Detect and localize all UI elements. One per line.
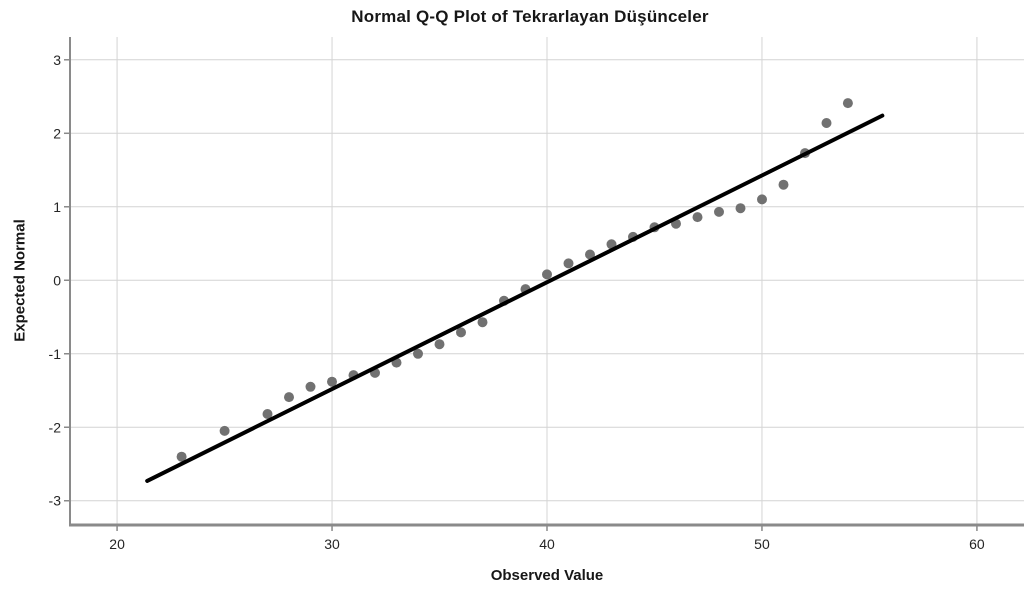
data-point	[714, 206, 724, 217]
y-tick-label: -1	[49, 346, 62, 362]
y-tick-label: 2	[53, 125, 61, 141]
data-point	[305, 381, 316, 392]
data-point	[778, 179, 789, 190]
data-point	[262, 409, 273, 419]
y-axis-label: Expected Normal	[11, 219, 29, 342]
y-tick-label: -3	[49, 493, 62, 509]
x-axis-label: Observed Value	[490, 567, 604, 584]
x-tick-label: 30	[324, 536, 340, 552]
y-tick-label: 0	[53, 272, 61, 288]
y-tick-label: 1	[53, 199, 61, 215]
y-tick-label: 3	[53, 52, 61, 68]
data-point	[842, 98, 853, 109]
data-point	[585, 249, 595, 260]
data-point	[284, 392, 294, 403]
data-point	[757, 194, 767, 205]
data-point	[219, 425, 230, 436]
data-point	[735, 203, 746, 214]
x-tick-label: 50	[754, 536, 770, 552]
chart-title: Normal Q-Q Plot of Tekrarlayan Düşüncele…	[351, 7, 709, 26]
normal-fit-line	[145, 113, 885, 483]
data-point	[542, 269, 552, 280]
data-point	[692, 212, 703, 223]
data-point	[176, 451, 187, 462]
data-point	[821, 118, 832, 128]
data-point	[477, 317, 488, 328]
x-tick-label: 20	[109, 536, 125, 552]
x-tick-label: 60	[969, 536, 985, 552]
y-tick-label: -2	[49, 419, 62, 435]
data-point	[563, 258, 574, 269]
x-tick-label: 40	[539, 536, 555, 552]
data-point	[327, 376, 337, 387]
data-point	[456, 327, 466, 338]
data-point	[434, 339, 445, 350]
data-point	[413, 348, 423, 359]
